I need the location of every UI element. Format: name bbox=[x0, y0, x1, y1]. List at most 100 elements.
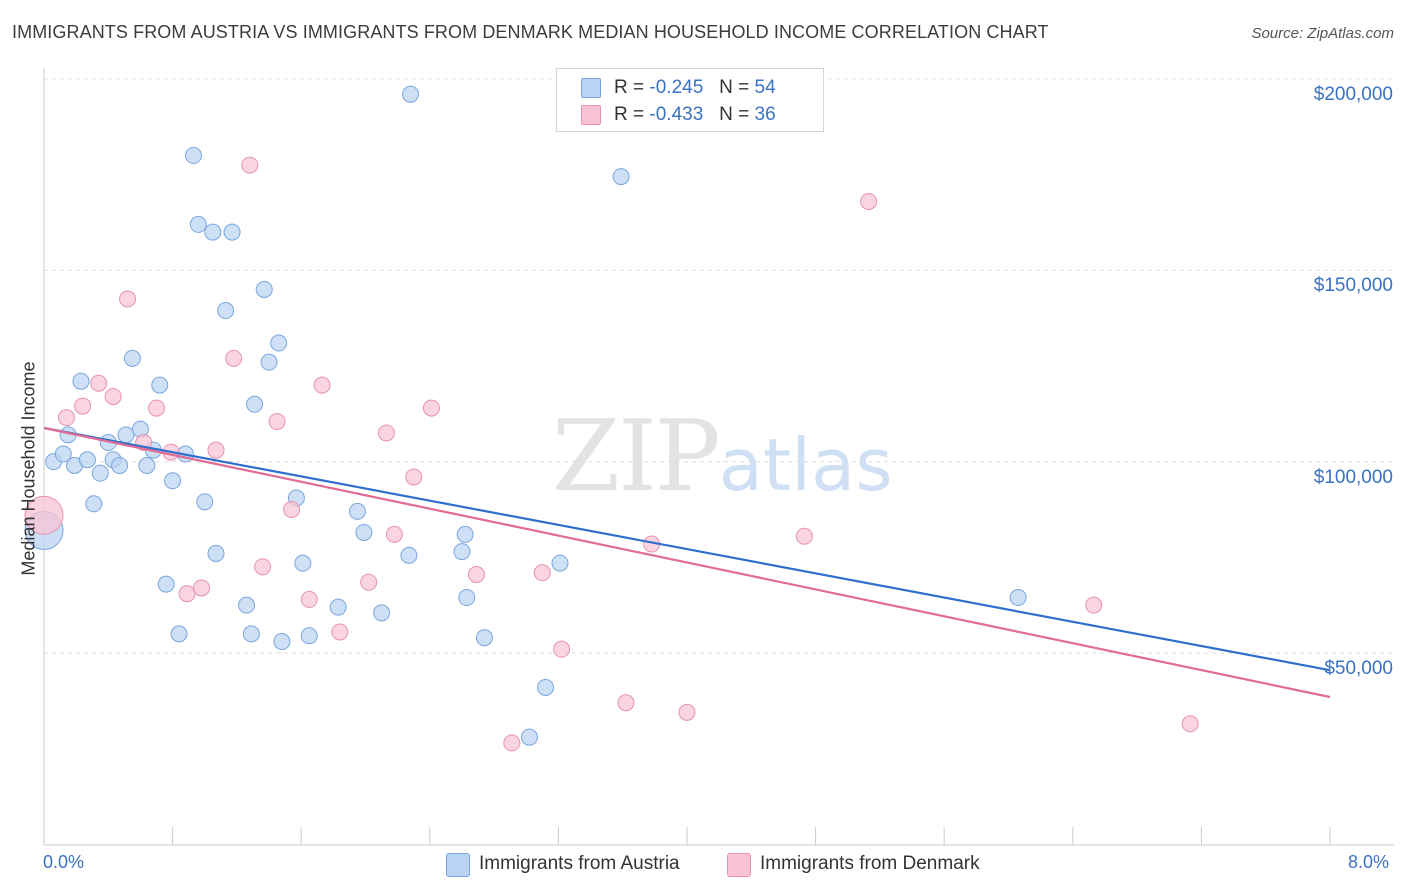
austria-point-24 bbox=[196, 493, 214, 511]
source-label: Source: ZipAtlas.com bbox=[1251, 25, 1394, 42]
y-tick-label-1: $100,000 bbox=[1313, 466, 1393, 488]
denmark-trend-line bbox=[43, 426, 1331, 699]
austria-point-45 bbox=[453, 543, 471, 561]
correlation-stats-box: R = -0.245 N = 54 R = -0.433 N = 36 bbox=[556, 68, 824, 132]
denmark-point-16 bbox=[283, 501, 301, 518]
denmark-point-17 bbox=[300, 590, 318, 608]
watermark-atlas: atlas bbox=[718, 423, 893, 507]
denmark-point-33 bbox=[860, 192, 878, 210]
austria-swatch bbox=[581, 78, 601, 98]
denmark-point-24 bbox=[422, 399, 440, 417]
legend-denmark-label: Immigrants from Denmark bbox=[760, 853, 980, 874]
austria-point-11 bbox=[111, 456, 129, 474]
denmark-point-7 bbox=[148, 399, 166, 417]
austria-point-17 bbox=[151, 376, 169, 394]
denmark-point-25 bbox=[467, 566, 485, 584]
austria-point-7 bbox=[85, 495, 103, 513]
denmark-point-15 bbox=[268, 412, 286, 430]
austria-point-53 bbox=[1009, 589, 1027, 607]
austria-point-51 bbox=[551, 554, 569, 572]
x-tick-label-max: 8.0% bbox=[1348, 852, 1390, 872]
denmark-point-32 bbox=[795, 527, 813, 545]
trend-layer bbox=[43, 426, 1331, 699]
legend-austria-label: Immigrants from Austria bbox=[479, 853, 680, 874]
austria-point-37 bbox=[294, 554, 312, 572]
denmark-point-23 bbox=[405, 468, 423, 486]
y-axis-label: Median Household Income bbox=[18, 361, 39, 576]
denmark-point-27 bbox=[533, 564, 551, 582]
austria-n-value: 54 bbox=[754, 77, 776, 98]
denmark-n-label: N = bbox=[719, 104, 750, 125]
x-tick-label-min: 0.0% bbox=[43, 852, 85, 872]
austria-point-26 bbox=[207, 545, 225, 563]
denmark-point-26 bbox=[503, 734, 521, 752]
austria-point-15 bbox=[138, 456, 156, 474]
denmark-point-19 bbox=[331, 623, 349, 641]
austria-point-44 bbox=[402, 85, 420, 103]
austria-point-49 bbox=[520, 728, 538, 746]
austria-point-32 bbox=[255, 280, 273, 298]
denmark-r-label: R = bbox=[614, 104, 645, 125]
denmark-point-11 bbox=[207, 441, 225, 459]
denmark-point-21 bbox=[377, 424, 395, 442]
austria-trend-line bbox=[43, 426, 1331, 672]
y-tick-label-2: $150,000 bbox=[1313, 275, 1393, 297]
legend-austria-swatch bbox=[446, 853, 470, 877]
denmark-point-29 bbox=[617, 694, 635, 712]
denmark-r-value: -0.433 bbox=[649, 104, 704, 125]
austria-point-5 bbox=[72, 372, 90, 390]
austria-point-40 bbox=[348, 502, 366, 520]
austria-point-52 bbox=[612, 168, 630, 186]
chart-title: IMMIGRANTS FROM AUSTRIA VS IMMIGRANTS FR… bbox=[12, 22, 1049, 42]
austria-point-31 bbox=[246, 395, 264, 413]
austria-point-42 bbox=[373, 604, 391, 622]
austria-point-29 bbox=[238, 596, 256, 614]
austria-point-30 bbox=[242, 625, 260, 643]
denmark-point-2 bbox=[74, 397, 92, 415]
austria-point-2 bbox=[54, 445, 72, 463]
austria-point-48 bbox=[475, 629, 493, 647]
denmark-point-4 bbox=[104, 388, 122, 406]
austria-point-46 bbox=[456, 525, 474, 543]
austria-point-25 bbox=[204, 223, 222, 241]
austria-point-19 bbox=[164, 472, 182, 490]
austria-point-20 bbox=[170, 625, 188, 643]
austria-point-13 bbox=[123, 349, 141, 367]
austria-point-47 bbox=[458, 589, 476, 607]
denmark-point-18 bbox=[313, 376, 331, 394]
denmark-point-12 bbox=[225, 349, 243, 367]
austria-point-43 bbox=[400, 546, 418, 564]
denmark-point-34 bbox=[1085, 596, 1103, 614]
austria-point-22 bbox=[184, 147, 202, 165]
denmark-point-14 bbox=[254, 558, 272, 576]
austria-n-label: N = bbox=[719, 77, 750, 98]
austria-point-28 bbox=[223, 223, 241, 241]
denmark-point-35 bbox=[1181, 715, 1199, 733]
denmark-point-0 bbox=[24, 495, 64, 535]
denmark-point-3 bbox=[90, 374, 108, 392]
austria-point-34 bbox=[270, 334, 288, 352]
points-layer bbox=[24, 85, 1199, 752]
watermark: ZIPatlas bbox=[552, 400, 893, 514]
austria-point-23 bbox=[189, 215, 207, 233]
denmark-n-value: 36 bbox=[754, 104, 776, 125]
denmark-point-28 bbox=[553, 640, 571, 658]
denmark-swatch bbox=[581, 105, 601, 125]
austria-r-value: -0.245 bbox=[649, 77, 704, 98]
austria-point-12 bbox=[117, 426, 135, 444]
austria-r-label: R = bbox=[614, 77, 645, 98]
denmark-point-9 bbox=[178, 585, 196, 603]
denmark-point-1 bbox=[58, 409, 76, 427]
axis-layer bbox=[43, 68, 1394, 846]
denmark-point-31 bbox=[678, 703, 696, 721]
denmark-point-10 bbox=[193, 579, 211, 597]
denmark-point-22 bbox=[385, 525, 403, 543]
austria-point-6 bbox=[78, 451, 96, 469]
y-tick-label-0: $50,000 bbox=[1324, 658, 1393, 679]
austria-point-27 bbox=[217, 302, 235, 320]
y-tick-label-3: $200,000 bbox=[1313, 84, 1393, 105]
austria-point-33 bbox=[260, 353, 278, 371]
austria-point-38 bbox=[300, 627, 318, 645]
denmark-point-5 bbox=[119, 290, 137, 308]
